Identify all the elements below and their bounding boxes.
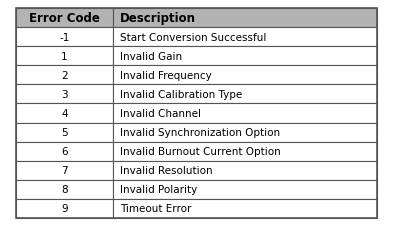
Bar	[16, 142, 113, 161]
Bar	[16, 85, 113, 104]
Text: Invalid Resolution: Invalid Resolution	[120, 165, 213, 175]
Bar	[113, 123, 377, 142]
Bar	[16, 199, 113, 218]
Bar	[113, 28, 377, 47]
Text: 2: 2	[61, 71, 68, 81]
Text: Invalid Calibration Type: Invalid Calibration Type	[120, 89, 242, 99]
Text: 3: 3	[61, 89, 68, 99]
Text: 4: 4	[61, 109, 68, 118]
Bar	[16, 66, 113, 85]
Text: 7: 7	[61, 165, 68, 175]
Text: Invalid Burnout Current Option: Invalid Burnout Current Option	[120, 146, 281, 156]
Bar	[16, 161, 113, 180]
Bar	[113, 161, 377, 180]
Text: Invalid Channel: Invalid Channel	[120, 109, 201, 118]
Bar	[113, 47, 377, 66]
Text: Timeout Error: Timeout Error	[120, 203, 191, 213]
Bar	[113, 66, 377, 85]
Bar	[16, 47, 113, 66]
Text: Invalid Polarity: Invalid Polarity	[120, 185, 197, 194]
Bar	[113, 104, 377, 123]
Bar	[16, 123, 113, 142]
Bar	[16, 9, 113, 28]
Text: Description: Description	[120, 12, 196, 25]
Text: 6: 6	[61, 146, 68, 156]
Bar	[16, 180, 113, 199]
Bar	[16, 104, 113, 123]
Text: Invalid Synchronization Option: Invalid Synchronization Option	[120, 128, 280, 138]
Bar	[113, 142, 377, 161]
Bar	[113, 9, 377, 28]
Text: 8: 8	[61, 185, 68, 194]
Text: 9: 9	[61, 203, 68, 213]
Bar	[113, 199, 377, 218]
Text: 5: 5	[61, 128, 68, 138]
Bar	[113, 180, 377, 199]
Text: Start Conversion Successful: Start Conversion Successful	[120, 33, 266, 42]
Text: Invalid Frequency: Invalid Frequency	[120, 71, 211, 81]
Bar	[16, 28, 113, 47]
Text: 1: 1	[61, 52, 68, 62]
Text: Invalid Gain: Invalid Gain	[120, 52, 182, 62]
Text: -1: -1	[59, 33, 70, 42]
Bar	[113, 85, 377, 104]
Text: Error Code: Error Code	[29, 12, 100, 25]
